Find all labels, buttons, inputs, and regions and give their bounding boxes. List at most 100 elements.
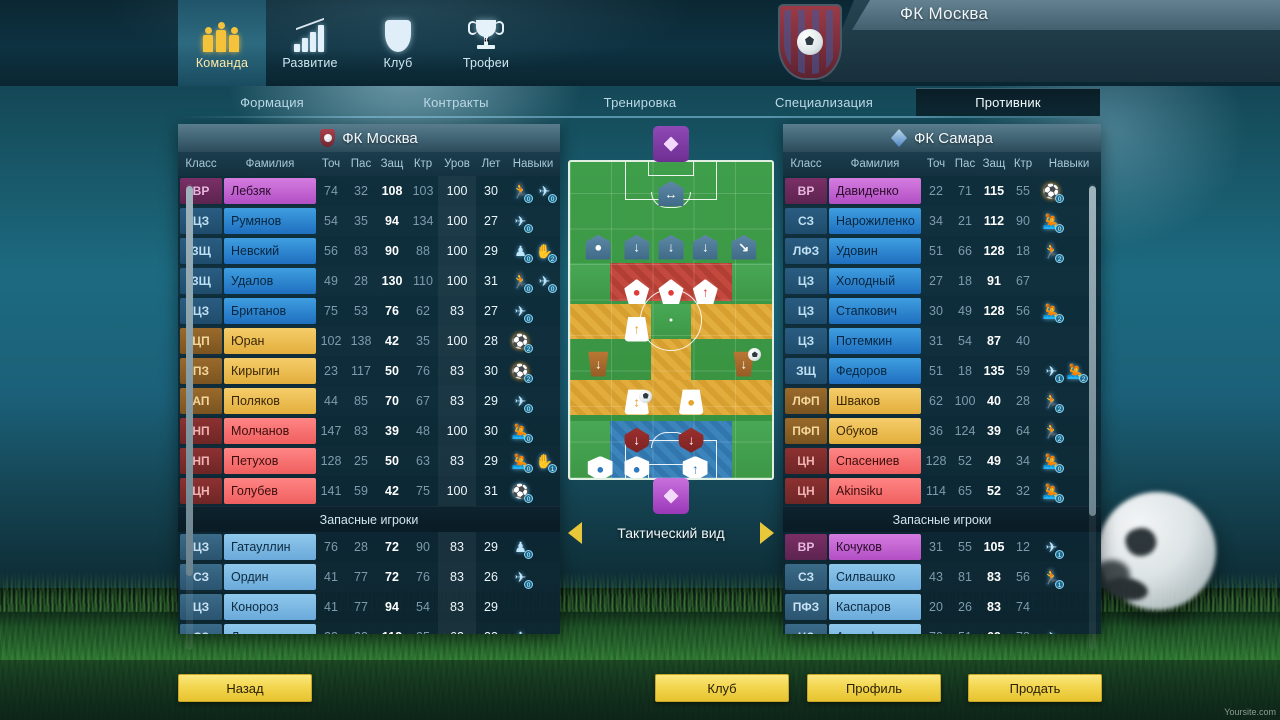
player-name[interactable]: Ордин (224, 564, 316, 590)
table-row[interactable]: ЦЗ Конороз 41 77 94 54 83 29 (178, 592, 560, 622)
table-row[interactable]: ЦН Akinsiku 114 65 52 32 🤽 0 (783, 476, 1101, 506)
player-name[interactable]: Юран (224, 328, 316, 354)
skill-icon-1[interactable]: ✈ 0 (535, 182, 557, 203)
player-name[interactable]: Петухов (224, 448, 316, 474)
player-name[interactable]: Удовин (829, 238, 921, 264)
player-name[interactable]: Akinsiku (829, 478, 921, 504)
token-own-fwd-2[interactable]: ↓ (678, 427, 704, 453)
token-own-def-1[interactable]: ● (587, 456, 613, 478)
player-name[interactable]: Каспаров (829, 594, 921, 620)
table-row[interactable]: ВР Кочуков 31 55 105 12 ✈ 1 (783, 532, 1101, 562)
table-row[interactable]: СЗ Силвашко 43 81 83 56 🏃 1 (783, 562, 1101, 592)
token-wing-left[interactable]: ↓ (586, 351, 611, 377)
skill-icon-0[interactable]: 🤽 0 (1042, 212, 1064, 233)
player-name[interactable]: Удалов (224, 268, 316, 294)
right-scrollbar-thumb[interactable] (1089, 186, 1096, 516)
skill-icon-0[interactable]: 🏃 1 (1042, 568, 1064, 589)
skill-icon-0[interactable]: ✈ 0 (511, 302, 533, 323)
table-row[interactable]: ЛФЗ Удовин 51 66 128 18 🏃 2 (783, 236, 1101, 266)
player-name[interactable]: Потемкин (829, 328, 921, 354)
table-row[interactable]: НП Петухов 128 25 50 63 83 29 🤽 0 ✋ 1 (178, 446, 560, 476)
player-name[interactable]: Спасениев (829, 448, 921, 474)
skill-icon-0[interactable]: ⚽ 2 (511, 332, 533, 353)
token-mid-2[interactable]: ● (658, 279, 684, 305)
tab-2[interactable]: Тренировка (603, 94, 677, 110)
table-row[interactable]: ЗЩ Удалов 49 28 130 110 100 31 🏃 0 ✈ 0 (178, 266, 560, 296)
player-name[interactable]: Лазуткин (224, 624, 316, 634)
player-name[interactable]: Голубев (224, 478, 316, 504)
skill-icon-0[interactable]: 🏃 0 (511, 272, 533, 293)
skill-icon-0[interactable]: 🤽 0 (1042, 452, 1064, 473)
skill-icon-0[interactable]: 🤽 0 (511, 422, 533, 443)
player-name[interactable]: Невский (224, 238, 316, 264)
table-row[interactable]: ЗЩ Невский 56 83 90 88 100 29 ♟ 0 ✋ 2 (178, 236, 560, 266)
skill-icon-1[interactable]: ✈ 0 (535, 272, 557, 293)
player-name[interactable]: Британов (224, 298, 316, 324)
token-def-3[interactable]: ↓ (658, 234, 684, 260)
skill-icon-0[interactable]: 🏃 0 (511, 182, 533, 203)
skill-icon-0[interactable]: ♟1 (511, 628, 530, 635)
token-def-5[interactable]: ↘ (731, 234, 757, 260)
tab-4[interactable]: Противник (916, 88, 1100, 116)
table-row[interactable]: ВР Давиденко 22 71 115 55 ⚽ 0 (783, 176, 1101, 206)
table-row[interactable]: СЗЛазуткин2333112356223♟1 (178, 622, 560, 634)
tab-1[interactable]: Контракты (423, 94, 489, 110)
skill-icon-0[interactable]: ✈1 (1042, 628, 1061, 635)
nav-item-trophies[interactable]: Трофеи (442, 0, 530, 86)
player-name[interactable]: Нарожиленко (829, 208, 921, 234)
own-diamond-marker[interactable] (653, 478, 689, 514)
player-name[interactable]: Гатауллин (224, 534, 316, 560)
table-row[interactable]: ЦН Голубев 141 59 42 75 100 31 ⚽ 0 (178, 476, 560, 506)
tab-3[interactable]: Специализация (775, 94, 873, 110)
player-name[interactable]: Кирыгин (224, 358, 316, 384)
left-scrollbar-thumb[interactable] (186, 186, 193, 576)
skill-icon-0[interactable]: 🏃 2 (1042, 242, 1064, 263)
club-button[interactable]: Клуб (655, 674, 789, 702)
player-name[interactable]: Лебзяк (224, 178, 316, 204)
skill-icon-0[interactable]: ✈ 0 (511, 392, 533, 413)
table-row[interactable]: ЦЗAnyaoku70516973 ✈1 (783, 622, 1101, 634)
table-row[interactable]: ЦЗ Румянов 54 35 94 134 100 27 ✈ 0 (178, 206, 560, 236)
table-row[interactable]: ЦЗ Стапкович 30 49 128 56 🤽 2 (783, 296, 1101, 326)
table-row[interactable]: СЗ Нарожиленко 34 21 112 90 🤽 0 (783, 206, 1101, 236)
skill-icon-1[interactable]: 🤽 2 (1066, 362, 1088, 383)
player-name[interactable]: Румянов (224, 208, 316, 234)
token-gk-opponent[interactable]: ↔ (658, 181, 684, 207)
token-def-2[interactable]: ↓ (624, 234, 650, 260)
skill-icon-0[interactable]: 🤽 0 (1042, 482, 1064, 503)
next-arrow-icon[interactable] (759, 522, 774, 544)
skill-icon-0[interactable]: ♟ 0 (511, 242, 533, 263)
token-own-def-3[interactable]: ↑ (682, 456, 708, 478)
table-row[interactable]: ПФЗ Каспаров 20 26 83 74 (783, 592, 1101, 622)
table-row[interactable]: ЦЗ Холодный 27 18 91 67 (783, 266, 1101, 296)
tactical-pitch[interactable]: ↔ ● ↓ ↓ ↓ ↘ ● ● ↑ ↑ ↓ ↓ ↕ ● ↓ ↓ ● ● ↑ (568, 126, 774, 514)
player-name[interactable]: Стапкович (829, 298, 921, 324)
tab-0[interactable]: Формация (240, 94, 304, 110)
right-scrollbar[interactable] (1089, 184, 1096, 650)
skill-icon-0[interactable]: ⚽ 0 (1042, 182, 1064, 203)
prev-arrow-icon[interactable] (568, 522, 582, 544)
skill-icon-0[interactable]: 🤽 0 (511, 452, 533, 473)
table-row[interactable]: ПФП Обуков 36 124 39 64 🏃 2 (783, 416, 1101, 446)
skill-icon-0[interactable]: 🏃 2 (1042, 422, 1064, 443)
table-row[interactable]: НП Молчанов 147 83 39 48 100 30 🤽 0 (178, 416, 560, 446)
skill-icon-1[interactable]: ✋ 1 (535, 452, 557, 473)
profile-button[interactable]: Профиль (807, 674, 941, 702)
player-name[interactable]: Кочуков (829, 534, 921, 560)
table-row[interactable]: СЗ Ордин 41 77 72 76 83 26 ✈ 0 (178, 562, 560, 592)
player-name[interactable]: Федоров (829, 358, 921, 384)
table-row[interactable]: ЗЩ Федоров 51 18 135 59 ✈ 1 🤽 2 (783, 356, 1101, 386)
skill-icon-0[interactable]: ♟ 0 (511, 538, 533, 559)
skill-icon-0[interactable]: 🏃 2 (1042, 392, 1064, 413)
table-row[interactable]: ЦП Юран 102 138 42 35 100 28 ⚽ 2 (178, 326, 560, 356)
skill-icon-0[interactable]: ✈1 (1042, 538, 1064, 559)
table-row[interactable]: ПЗ Кирыгин 23 117 50 76 83 30 ⚽ 2 (178, 356, 560, 386)
left-scrollbar[interactable] (186, 184, 193, 650)
back-button[interactable]: Назад (178, 674, 312, 702)
player-name[interactable]: Молчанов (224, 418, 316, 444)
nav-item-team[interactable]: Команда (178, 0, 266, 86)
player-name[interactable]: Давиденко (829, 178, 921, 204)
table-row[interactable]: ВР Лебзяк 74 32 108 103 100 30 🏃 0 ✈ 0 (178, 176, 560, 206)
table-row[interactable]: ЦН Спасениев 128 52 49 34 🤽 0 (783, 446, 1101, 476)
token-mid-1[interactable]: ● (624, 279, 650, 305)
